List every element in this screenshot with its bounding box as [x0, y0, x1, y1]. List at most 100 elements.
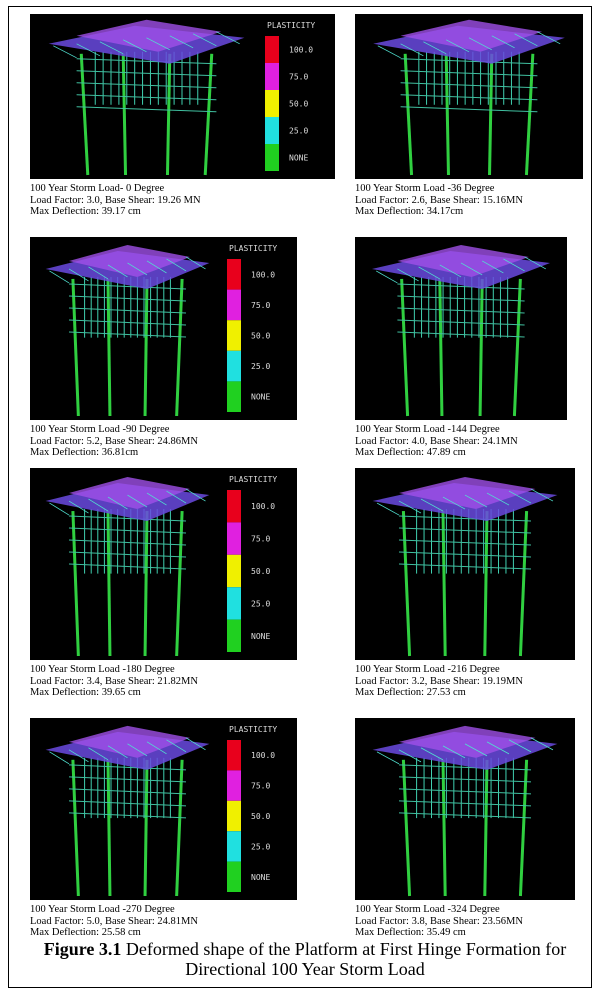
caption-line: Max Deflection: 39.17 cm: [30, 206, 335, 218]
caption: 100 Year Storm Load -324 DegreeLoad Fact…: [355, 904, 575, 939]
panel-image: [355, 237, 567, 420]
leg: [108, 511, 110, 656]
legend-label: 50.0: [251, 332, 270, 341]
caption-line: Load Factor: 3.8, Base Shear: 23.56MN: [355, 916, 575, 928]
leg: [440, 279, 442, 416]
panel-image: [355, 14, 583, 179]
legend-label: 25.0: [251, 362, 270, 371]
legend-title: PLASTICITY: [229, 725, 277, 734]
legend-swatch: [265, 144, 279, 171]
legend-swatch: [227, 320, 241, 351]
figure-text: Deformed shape of the Platform at First …: [126, 939, 566, 979]
panel: PLASTICITY 100.0 75.0 50.0 25.0 NONE 100 Year …: [30, 14, 335, 218]
panel-image: PLASTICITY 100.0 75.0 50.0 25.0 NONE: [30, 718, 297, 900]
legend-swatch: [227, 555, 241, 587]
caption-line: 100 Year Storm Load -144 Degree: [355, 424, 567, 436]
caption-line: Load Factor: 2.6, Base Shear: 15.16MN: [355, 195, 583, 207]
legend-swatch: [227, 831, 241, 861]
figure-label: Figure 3.1: [44, 939, 122, 959]
caption-line: Max Deflection: 34.17cm: [355, 206, 583, 218]
caption: 100 Year Storm Load -144 DegreeLoad Fact…: [355, 424, 567, 459]
caption-line: Load Factor: 5.0, Base Shear: 24.81MN: [30, 916, 297, 928]
panel: 100 Year Storm Load -36 DegreeLoad Facto…: [355, 14, 583, 218]
legend-label: NONE: [289, 154, 308, 163]
legend-label: 50.0: [289, 100, 308, 109]
caption-line: 100 Year Storm Load- 0 Degree: [30, 183, 335, 195]
legend-swatch: [227, 801, 241, 831]
caption-line: Load Factor: 3.0, Base Shear: 19.26 MN: [30, 195, 335, 207]
legend-swatch: [227, 740, 241, 770]
legend-label: 100.0: [251, 751, 275, 760]
caption-line: Load Factor: 3.2, Base Shear: 19.19MN: [355, 676, 575, 688]
legend-label: 75.0: [251, 782, 270, 791]
legend-label: NONE: [251, 393, 270, 402]
legend-swatch: [265, 117, 279, 144]
legend-label: 75.0: [289, 73, 308, 82]
caption: 100 Year Storm Load -270 DegreeLoad Fact…: [30, 904, 297, 939]
caption-line: Load Factor: 5.2, Base Shear: 24.86MN: [30, 436, 297, 448]
legend-label: 75.0: [251, 301, 270, 310]
legend-swatch: [227, 351, 241, 382]
figure-caption: Figure 3.1 Deformed shape of the Platfor…: [40, 939, 570, 979]
legend-label: NONE: [251, 632, 270, 641]
legend-swatch: [227, 259, 241, 290]
legend-label: 25.0: [251, 842, 270, 851]
caption-line: 100 Year Storm Load -90 Degree: [30, 424, 297, 436]
legend-label: 25.0: [289, 127, 308, 136]
legend-label: 100.0: [251, 270, 275, 279]
legend-swatch: [265, 36, 279, 63]
legend-swatch: [227, 862, 241, 892]
caption-line: 100 Year Storm Load -180 Degree: [30, 664, 297, 676]
panel: 100 Year Storm Load -324 DegreeLoad Fact…: [355, 718, 575, 939]
caption-line: Max Deflection: 36.81cm: [30, 447, 297, 459]
caption-line: Max Deflection: 35.49 cm: [355, 927, 575, 939]
legend-swatch: [265, 90, 279, 117]
caption-line: 100 Year Storm Load -216 Degree: [355, 664, 575, 676]
legend-label: 100.0: [289, 46, 313, 55]
caption-line: 100 Year Storm Load -270 Degree: [30, 904, 297, 916]
legend-swatch: [227, 522, 241, 554]
caption-line: 100 Year Storm Load -324 Degree: [355, 904, 575, 916]
legend-swatch: [265, 63, 279, 90]
legend-title: PLASTICITY: [267, 21, 315, 30]
leg: [108, 760, 110, 896]
page: Figure 3.1 Deformed shape of the Platfor…: [0, 0, 602, 996]
legend-title: PLASTICITY: [229, 244, 277, 253]
panel-image: [355, 468, 575, 660]
legend-swatch: [227, 381, 241, 412]
legend-swatch: [227, 620, 241, 652]
legend-swatch: [227, 290, 241, 321]
caption-line: Max Deflection: 27.53 cm: [355, 687, 575, 699]
legend-label: 100.0: [251, 502, 275, 511]
legend-swatch: [227, 770, 241, 800]
legend-title: PLASTICITY: [229, 475, 277, 484]
caption: 100 Year Storm Load- 0 DegreeLoad Factor…: [30, 183, 335, 218]
caption-line: Max Deflection: 47.89 cm: [355, 447, 567, 459]
panel-image: PLASTICITY 100.0 75.0 50.0 25.0 NONE: [30, 14, 335, 179]
legend-label: 75.0: [251, 535, 270, 544]
caption-line: Max Deflection: 25.58 cm: [30, 927, 297, 939]
caption: 100 Year Storm Load -216 DegreeLoad Fact…: [355, 664, 575, 699]
panel: PLASTICITY 100.0 75.0 50.0 25.0 NONE 100 Year …: [30, 468, 297, 699]
caption-line: Load Factor: 4.0, Base Shear: 24.1MN: [355, 436, 567, 448]
leg: [108, 279, 110, 416]
legend-label: 25.0: [251, 599, 270, 608]
caption-line: 100 Year Storm Load -36 Degree: [355, 183, 583, 195]
panel: 100 Year Storm Load -216 DegreeLoad Fact…: [355, 468, 575, 699]
legend-swatch: [227, 587, 241, 619]
legend-label: 50.0: [251, 567, 270, 576]
legend-label: NONE: [251, 873, 270, 882]
caption-line: Max Deflection: 39.65 cm: [30, 687, 297, 699]
panel-image: PLASTICITY 100.0 75.0 50.0 25.0 NONE: [30, 468, 297, 660]
panel: PLASTICITY 100.0 75.0 50.0 25.0 NONE 100 Year …: [30, 237, 297, 459]
legend-label: 50.0: [251, 812, 270, 821]
leg: [145, 511, 147, 656]
panel: PLASTICITY 100.0 75.0 50.0 25.0 NONE 100 Year …: [30, 718, 297, 939]
caption-line: Load Factor: 3.4, Base Shear: 21.82MN: [30, 676, 297, 688]
legend-swatch: [227, 490, 241, 522]
panel-image: PLASTICITY 100.0 75.0 50.0 25.0 NONE: [30, 237, 297, 420]
